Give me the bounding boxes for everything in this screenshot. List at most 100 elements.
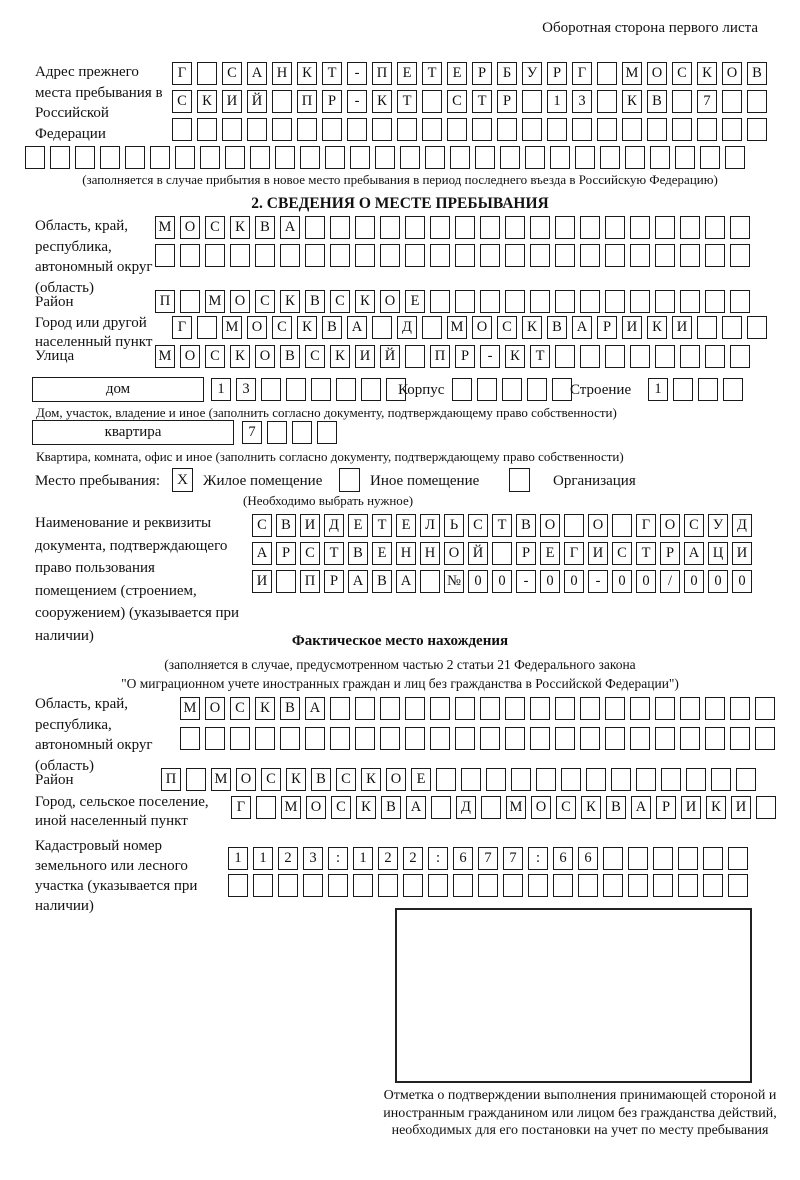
char-cell[interactable]: О — [380, 290, 400, 313]
char-cell[interactable] — [505, 290, 525, 313]
char-cell[interactable]: М — [281, 796, 301, 819]
char-cell[interactable] — [180, 244, 200, 267]
char-cell[interactable] — [455, 290, 475, 313]
char-cell[interactable] — [430, 216, 450, 239]
char-cell[interactable]: И — [355, 345, 375, 368]
char-cell[interactable] — [600, 146, 620, 169]
char-cell[interactable] — [605, 290, 625, 313]
char-cell[interactable] — [75, 146, 95, 169]
char-cell[interactable]: К — [372, 90, 392, 113]
char-cell[interactable] — [578, 874, 598, 897]
char-cell[interactable] — [330, 697, 350, 720]
char-cell[interactable] — [630, 697, 650, 720]
char-cell[interactable]: Р — [322, 90, 342, 113]
char-cell[interactable]: А — [347, 316, 367, 339]
char-cell[interactable]: 2 — [278, 847, 298, 870]
char-cell[interactable] — [673, 378, 693, 401]
char-cell[interactable]: Й — [247, 90, 267, 113]
char-cell[interactable]: Г — [231, 796, 251, 819]
char-cell[interactable]: 0 — [684, 570, 704, 593]
char-cell[interactable] — [605, 244, 625, 267]
char-cell[interactable]: И — [672, 316, 692, 339]
char-cell[interactable]: В — [255, 216, 275, 239]
char-cell[interactable]: Е — [411, 768, 431, 791]
char-cell[interactable] — [25, 146, 45, 169]
char-cell[interactable]: Г — [636, 514, 656, 537]
char-cell[interactable] — [747, 316, 767, 339]
char-cell[interactable]: Н — [272, 62, 292, 85]
char-cell[interactable]: О — [386, 768, 406, 791]
char-cell[interactable]: А — [684, 542, 704, 565]
char-cell[interactable] — [386, 378, 406, 401]
char-cell[interactable] — [225, 146, 245, 169]
char-cell[interactable] — [400, 146, 420, 169]
char-cell[interactable]: И — [222, 90, 242, 113]
char-cell[interactable] — [705, 290, 725, 313]
char-cell[interactable]: В — [311, 768, 331, 791]
char-cell[interactable]: С — [261, 768, 281, 791]
char-cell[interactable] — [300, 146, 320, 169]
char-cell[interactable] — [527, 378, 547, 401]
char-cell[interactable] — [353, 874, 373, 897]
char-cell[interactable]: / — [660, 570, 680, 593]
char-cell[interactable]: 2 — [378, 847, 398, 870]
char-cell[interactable] — [678, 847, 698, 870]
char-cell[interactable] — [278, 874, 298, 897]
char-cell[interactable] — [723, 378, 743, 401]
char-cell[interactable]: Е — [447, 62, 467, 85]
char-cell[interactable]: 3 — [572, 90, 592, 113]
char-cell[interactable] — [380, 216, 400, 239]
char-cell[interactable]: П — [300, 570, 320, 593]
char-cell[interactable]: И — [681, 796, 701, 819]
char-cell[interactable] — [375, 146, 395, 169]
char-cell[interactable]: Н — [396, 542, 416, 565]
char-cell[interactable]: М — [155, 216, 175, 239]
char-cell[interactable] — [405, 697, 425, 720]
char-cell[interactable] — [561, 768, 581, 791]
char-cell[interactable] — [180, 290, 200, 313]
char-cell[interactable] — [730, 290, 750, 313]
char-cell[interactable] — [505, 697, 525, 720]
char-cell[interactable] — [697, 316, 717, 339]
char-cell[interactable]: 6 — [553, 847, 573, 870]
char-cell[interactable]: 0 — [564, 570, 584, 593]
char-cell[interactable]: И — [588, 542, 608, 565]
char-cell[interactable]: К — [581, 796, 601, 819]
char-cell[interactable] — [725, 146, 745, 169]
char-cell[interactable] — [655, 345, 675, 368]
char-cell[interactable]: Е — [348, 514, 368, 537]
char-cell[interactable]: 3 — [303, 847, 323, 870]
char-cell[interactable] — [150, 146, 170, 169]
char-cell[interactable]: 7 — [697, 90, 717, 113]
char-cell[interactable]: Л — [420, 514, 440, 537]
char-cell[interactable]: Р — [516, 542, 536, 565]
char-cell[interactable]: В — [280, 697, 300, 720]
char-cell[interactable] — [355, 697, 375, 720]
char-cell[interactable]: 0 — [732, 570, 752, 593]
char-cell[interactable]: О — [180, 345, 200, 368]
char-cell[interactable] — [420, 570, 440, 593]
char-cell[interactable]: Т — [322, 62, 342, 85]
char-cell[interactable] — [200, 146, 220, 169]
char-cell[interactable] — [661, 768, 681, 791]
char-cell[interactable] — [655, 216, 675, 239]
char-cell[interactable] — [230, 244, 250, 267]
char-cell[interactable] — [705, 727, 725, 750]
char-cell[interactable]: Е — [540, 542, 560, 565]
char-cell[interactable] — [511, 768, 531, 791]
char-cell[interactable] — [280, 244, 300, 267]
char-cell[interactable] — [286, 378, 306, 401]
char-cell[interactable] — [325, 146, 345, 169]
char-cell[interactable] — [355, 727, 375, 750]
char-cell[interactable] — [547, 118, 567, 141]
char-cell[interactable]: К — [255, 697, 275, 720]
char-cell[interactable]: 0 — [492, 570, 512, 593]
char-cell[interactable] — [747, 90, 767, 113]
char-cell[interactable] — [630, 290, 650, 313]
char-cell[interactable]: 0 — [612, 570, 632, 593]
char-cell[interactable] — [175, 146, 195, 169]
char-cell[interactable] — [605, 697, 625, 720]
char-cell[interactable]: С — [497, 316, 517, 339]
char-cell[interactable] — [622, 118, 642, 141]
char-cell[interactable]: - — [480, 345, 500, 368]
